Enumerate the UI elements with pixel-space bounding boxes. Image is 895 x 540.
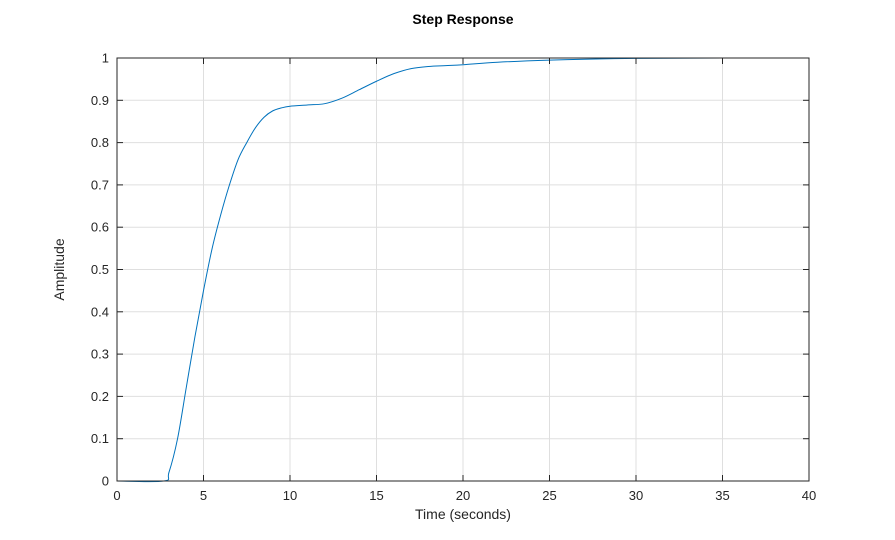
series-line-step-response: [116, 57, 810, 483]
y-tick-label: 0.7: [91, 177, 109, 192]
x-tick-label: 30: [629, 488, 643, 503]
x-tick-label: 5: [200, 488, 207, 503]
y-tick-label: 0.8: [91, 135, 109, 150]
y-tick-labels: 0 0.1 0.2 0.3 0.4 0.5 0.6 0.7 0.8 0.9 1: [91, 51, 109, 489]
y-tick-label: 0: [102, 474, 109, 489]
y-tick-label: 0.9: [91, 93, 109, 108]
x-tick-label: 20: [456, 488, 470, 503]
y-tick-label: 0.5: [91, 262, 109, 277]
grid-lines: [116, 57, 810, 482]
y-tick-label: 0.6: [91, 220, 109, 235]
y-tick-label: 0.3: [91, 347, 109, 362]
x-tick-label: 10: [283, 488, 297, 503]
x-tick-label: 15: [369, 488, 383, 503]
y-tick-label: 1: [102, 51, 109, 66]
y-axis-label: Amplitude: [51, 238, 67, 300]
x-tick-label: 0: [113, 488, 120, 503]
x-tick-labels: 0 5 10 15 20 25 30 35 40: [113, 488, 816, 503]
tick-marks: [116, 57, 810, 482]
y-tick-label: 0.4: [91, 304, 109, 319]
x-axis-label: Time (seconds): [415, 506, 511, 522]
x-tick-label: 35: [715, 488, 729, 503]
y-tick-label: 0.2: [91, 389, 109, 404]
y-tick-label: 0.1: [91, 431, 109, 446]
x-tick-label: 25: [542, 488, 556, 503]
x-tick-label: 40: [802, 488, 816, 503]
chart-title: Step Response: [412, 11, 513, 27]
